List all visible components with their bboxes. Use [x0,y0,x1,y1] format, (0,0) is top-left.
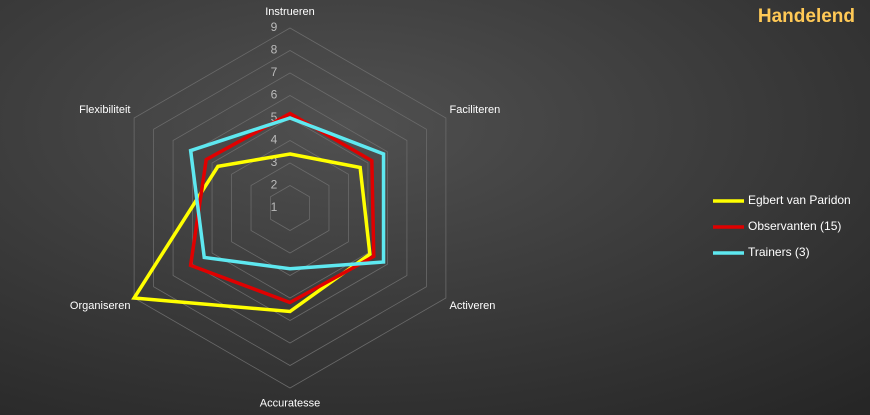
series-line [188,116,386,271]
chart-title: Handelend [758,6,855,27]
grid-ring [133,27,447,389]
grid-ring [250,162,330,254]
r-tick-label: 9 [271,20,278,34]
grid-ring [231,140,349,276]
r-tick-label: 1 [271,200,278,214]
series-line [131,152,372,314]
category-label: Organiseren [70,300,131,312]
grid-ring [172,72,408,344]
r-tick-label: 2 [271,178,278,192]
r-tick-label: 7 [271,65,278,79]
r-tick-label: 4 [271,133,278,147]
legend-label: Egbert van Paridon [748,193,851,207]
r-tick-label: 5 [271,110,278,124]
r-tick-label: 3 [271,155,278,169]
category-label: Flexibiliteit [79,104,130,116]
grid-ring [270,185,310,231]
series-line [188,111,376,305]
legend-label: Trainers (3) [748,245,810,259]
category-label: Instrueren [265,6,315,18]
r-tick-label: 8 [271,43,278,57]
category-label: Accuratesse [260,398,321,410]
grid-ring [211,117,369,299]
r-tick-label: 6 [271,88,278,102]
grid-ring [153,50,427,366]
category-label: Activeren [450,300,496,312]
legend-label: Observanten (15) [748,219,841,233]
category-label: Faciliteren [450,104,501,116]
